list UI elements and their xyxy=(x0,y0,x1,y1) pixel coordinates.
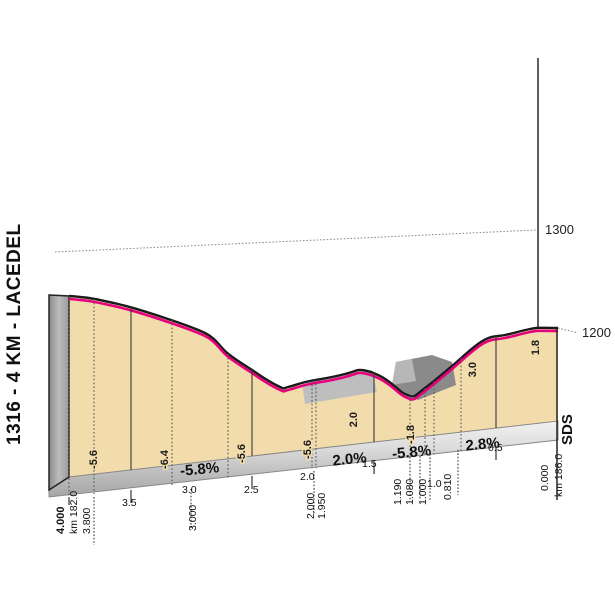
svg-text:3.000: 3.000 xyxy=(187,505,199,531)
svg-text:2.0: 2.0 xyxy=(300,471,315,483)
svg-text:1.190: 1.190 xyxy=(392,479,404,505)
svg-text:2.0: 2.0 xyxy=(348,412,360,427)
svg-text:3.800: 3.800 xyxy=(81,508,93,534)
svg-text:2.8%: 2.8% xyxy=(465,434,501,454)
svg-text:1.8: 1.8 xyxy=(530,340,542,355)
svg-text:1200: 1200 xyxy=(582,325,611,340)
svg-text:-5.6: -5.6 xyxy=(88,450,100,469)
svg-text:SDS: SDS xyxy=(559,414,576,445)
svg-text:-5.6: -5.6 xyxy=(302,440,314,459)
svg-text:-5.8%: -5.8% xyxy=(391,442,432,463)
svg-text:3.0: 3.0 xyxy=(182,484,197,496)
svg-text:1.950: 1.950 xyxy=(316,493,328,519)
svg-text:1.080: 1.080 xyxy=(404,479,416,505)
svg-text:km 182.0: km 182.0 xyxy=(68,491,80,534)
svg-text:1.0: 1.0 xyxy=(427,478,442,490)
svg-text:0.000: 0.000 xyxy=(539,465,551,491)
svg-text:-1.8: -1.8 xyxy=(405,425,417,444)
svg-text:3.0: 3.0 xyxy=(467,362,479,377)
svg-text:-6.4: -6.4 xyxy=(159,449,171,469)
svg-text:0.810: 0.810 xyxy=(442,474,454,500)
svg-text:2.5: 2.5 xyxy=(244,484,259,496)
svg-text:km 186.0: km 186.0 xyxy=(553,454,565,497)
svg-text:1300: 1300 xyxy=(545,222,574,237)
svg-text:-5.6: -5.6 xyxy=(236,444,248,463)
svg-text:2.0%: 2.0% xyxy=(332,449,368,469)
svg-text:1.000: 1.000 xyxy=(417,479,429,505)
svg-text:4.000: 4.000 xyxy=(55,506,67,534)
svg-text:-5.8%: -5.8% xyxy=(179,459,220,480)
svg-text:1316 - 4 KM - LACEDEL: 1316 - 4 KM - LACEDEL xyxy=(4,223,25,445)
svg-text:3.5: 3.5 xyxy=(122,497,137,509)
